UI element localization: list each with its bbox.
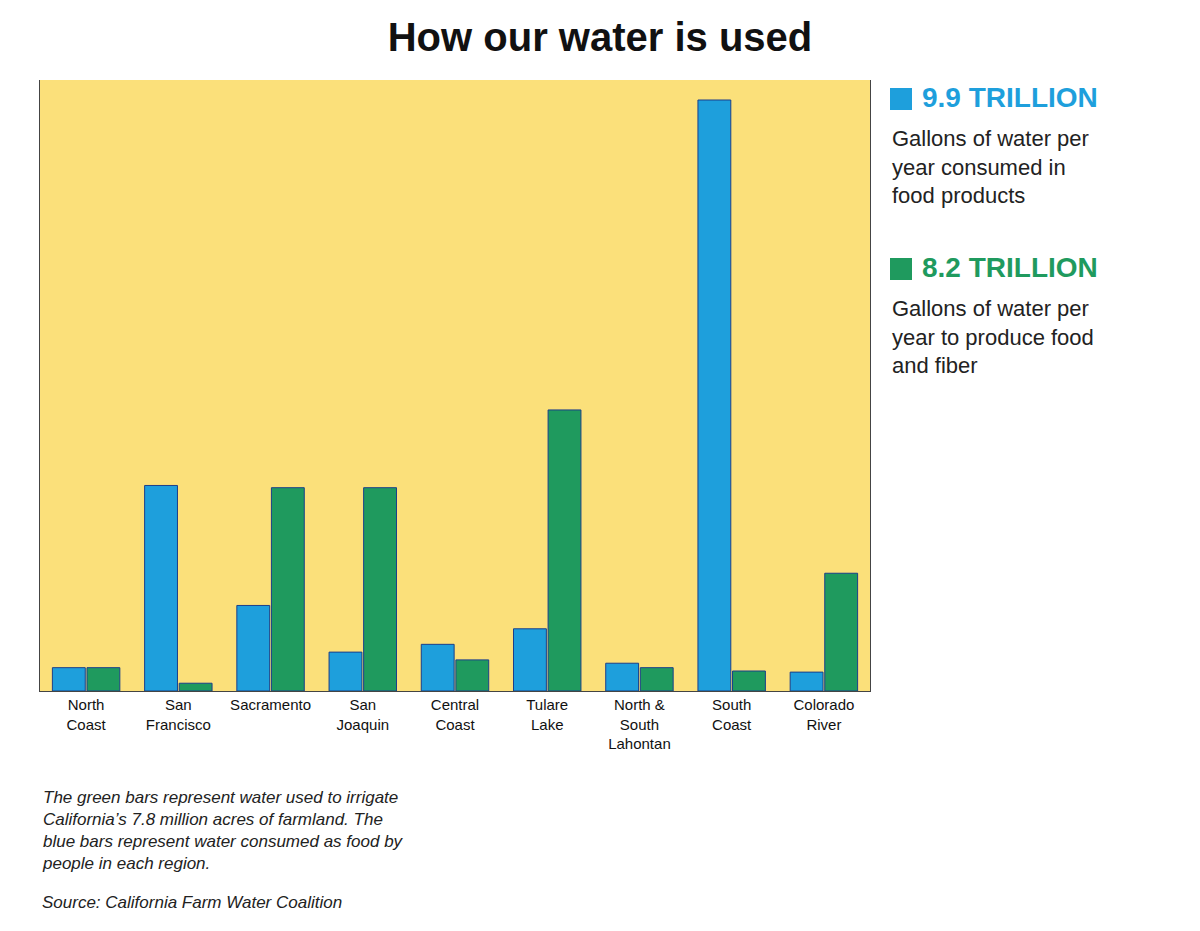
svg-text:The green bars represent water: The green bars represent water used to i… — [42, 788, 404, 873]
svg-text:8.2 TRILLION: 8.2 TRILLION — [922, 252, 1098, 283]
svg-text:SouthCoast: SouthCoast — [712, 696, 752, 733]
svg-text:NorthCoast: NorthCoast — [67, 696, 107, 733]
svg-text:Gallons of water peryear consu: Gallons of water peryear consumed infood… — [892, 126, 1089, 208]
svg-text:SanFrancisco: SanFrancisco — [146, 696, 211, 733]
svg-text:How our water is used: How our water is used — [388, 15, 813, 59]
svg-text:CentralCoast: CentralCoast — [431, 696, 479, 733]
svg-text:ColoradoRiver: ColoradoRiver — [793, 696, 854, 733]
svg-text:Source: California Farm Water: Source: California Farm Water Coalition — [42, 893, 342, 912]
svg-text:North &SouthLahontan: North &SouthLahontan — [608, 696, 671, 752]
svg-text:TulareLake: TulareLake — [526, 696, 568, 733]
svg-text:9.9 TRILLION: 9.9 TRILLION — [922, 82, 1098, 113]
svg-text:Gallons of water peryear to pr: Gallons of water peryear to produce food… — [892, 296, 1094, 378]
svg-text:SanJoaquin: SanJoaquin — [337, 696, 390, 733]
svg-text:Sacramento: Sacramento — [230, 696, 311, 713]
